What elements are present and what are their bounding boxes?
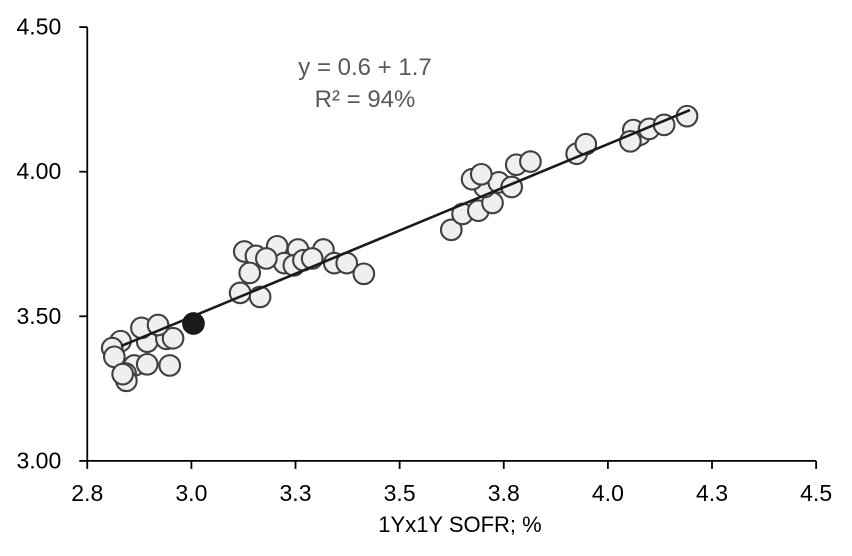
svg-text:3.8: 3.8 [488,480,520,506]
svg-text:3.00: 3.00 [16,447,61,473]
svg-text:2.8: 2.8 [71,480,103,506]
svg-text:3.0: 3.0 [175,480,207,506]
svg-text:4.0: 4.0 [592,480,624,506]
svg-text:4.50: 4.50 [16,14,61,40]
svg-text:4.5: 4.5 [800,480,832,506]
svg-text:4.00: 4.00 [16,158,61,184]
svg-text:3.50: 3.50 [16,303,61,329]
svg-text:3.5: 3.5 [384,480,416,506]
svg-text:3.3: 3.3 [280,480,312,506]
svg-text:4.3: 4.3 [696,480,728,506]
